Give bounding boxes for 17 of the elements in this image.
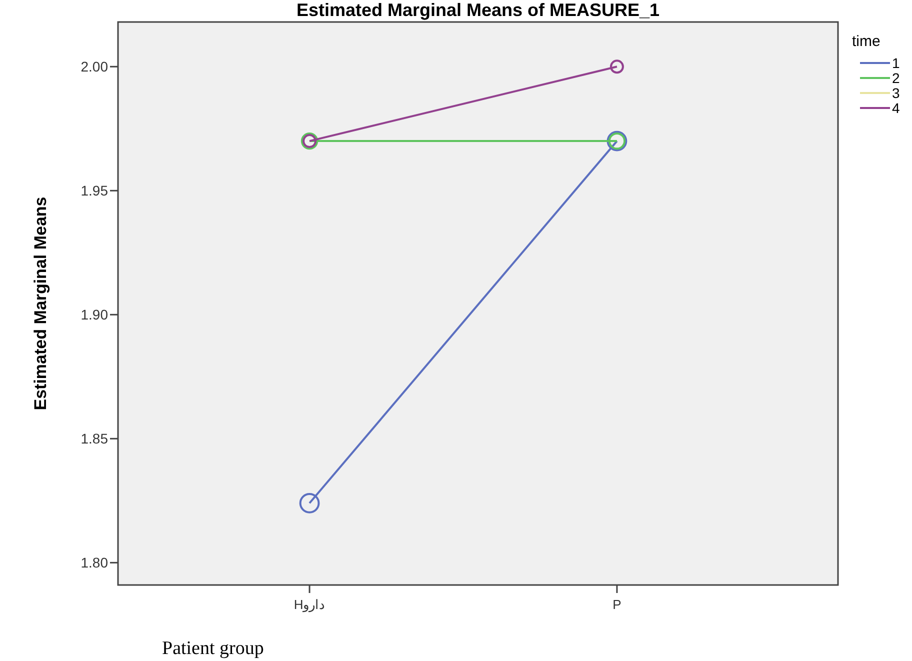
y-tick-label: 2.00 <box>80 58 108 75</box>
legend-label: 4 <box>892 100 900 116</box>
x-tick-label: Hدارو <box>294 597 326 613</box>
point <box>299 492 320 514</box>
legend-label: 1 <box>892 55 900 71</box>
x-tick-label: P <box>612 597 622 612</box>
point <box>610 60 624 74</box>
y-tick-label: 1.90 <box>80 306 108 323</box>
chart-title: Estimated Marginal Means of MEASURE_1 <box>296 0 660 20</box>
x-axis-title: Patient group <box>162 638 264 659</box>
y-axis-title: Estimated Marginal Means <box>31 196 50 410</box>
legend-label: 3 <box>892 85 900 101</box>
legend-title: time <box>852 33 880 50</box>
y-tick-label: 1.80 <box>80 554 108 571</box>
y-tick-label: 1.85 <box>80 430 108 447</box>
legend-label: 2 <box>892 70 900 86</box>
y-tick-label: 1.95 <box>80 182 108 199</box>
